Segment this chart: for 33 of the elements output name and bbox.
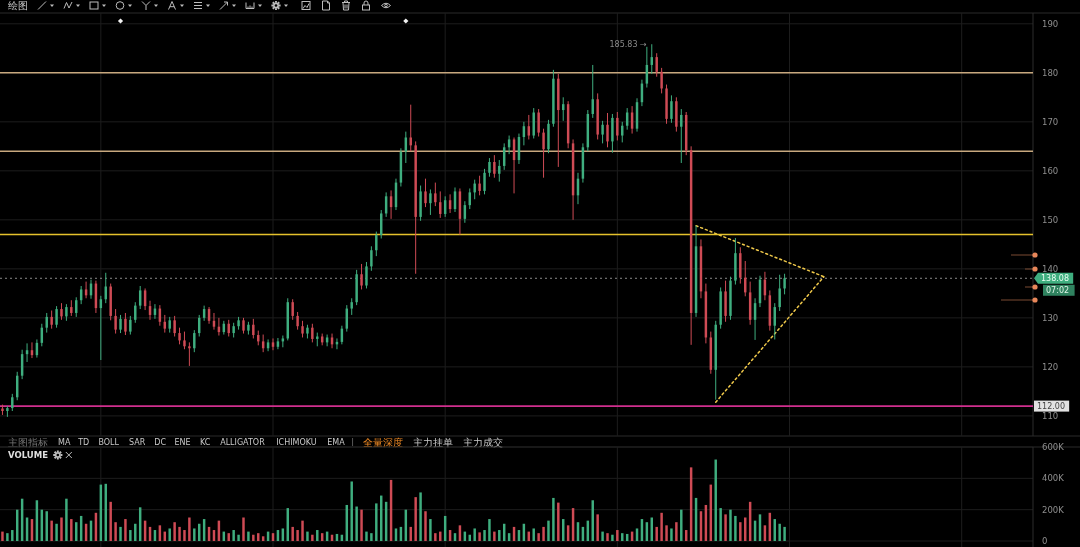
annotation: 185.83 → (609, 39, 648, 49)
annotation: 全量深度 (362, 436, 403, 448)
text: ENE (174, 437, 191, 447)
y-tick-label: 130 (1042, 312, 1059, 323)
y-tick-label: 190 (1042, 18, 1059, 29)
text: 07:02 (1046, 285, 1070, 295)
text: MA (58, 437, 71, 447)
ref-line-label: 138.08 (1041, 273, 1069, 283)
y-tick-label: 160 (1042, 165, 1059, 176)
text: BOLL (98, 437, 120, 447)
y-tick-label: 140 (1042, 263, 1059, 274)
annotation: 主力挂单 (412, 436, 453, 448)
text: EMA (327, 437, 346, 447)
text: DC (154, 437, 167, 447)
ref-line-label: 112.00 (1037, 401, 1065, 411)
y-tick-label: 600K (1042, 442, 1065, 452)
y-tick-label: 110 (1042, 410, 1059, 421)
text: ICHIMOKU (276, 437, 317, 447)
y-tick-label: 0 (1042, 536, 1048, 546)
annotation: 主图指标 (8, 436, 48, 448)
text: TD (77, 437, 90, 447)
text: 绘图 (8, 0, 28, 11)
y-tick-label: 170 (1042, 116, 1059, 127)
annotation: 主力成交 (462, 436, 503, 448)
y-tick-label: 400K (1042, 473, 1065, 484)
text: KC (199, 437, 211, 447)
text: SAR (128, 437, 146, 447)
y-tick-label: 180 (1042, 67, 1059, 78)
chart-title: VOLUME (8, 450, 49, 460)
text: ALLIGATOR (220, 437, 266, 447)
y-tick-label: 120 (1042, 361, 1059, 372)
y-tick-label: 200K (1042, 504, 1065, 515)
y-tick-label: 150 (1042, 214, 1059, 225)
